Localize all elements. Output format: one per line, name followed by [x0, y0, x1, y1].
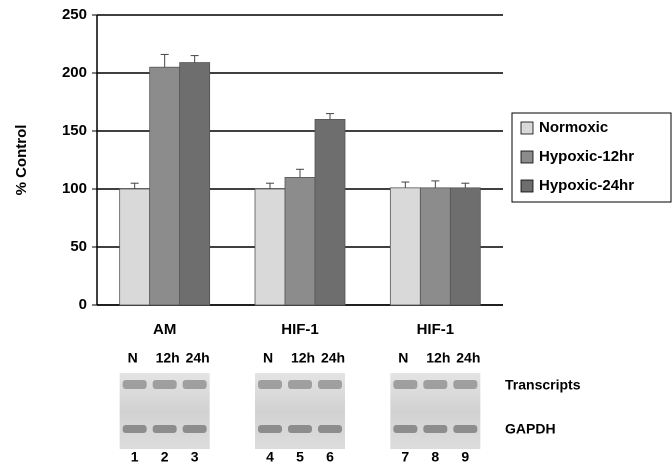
bar — [180, 63, 210, 305]
y-axis-label: % Control — [13, 125, 30, 196]
figure: % Control 0 50 100 150 200 250 AM HIF-1 HIF-1 Nor… — [0, 0, 672, 465]
x-tick-label: HIF-1 — [417, 321, 455, 338]
gel-band — [318, 425, 342, 433]
legend-swatch — [521, 180, 533, 192]
y-tick-label: 250 — [62, 6, 87, 23]
lane-number: 7 — [401, 449, 409, 465]
bar — [420, 188, 450, 305]
gel-band — [393, 425, 417, 433]
lane-label: 12h — [291, 350, 315, 366]
lane-label: 12h — [426, 350, 450, 366]
legend-label: Hypoxic-24hr — [539, 177, 634, 194]
lane-label: N — [128, 350, 138, 366]
gel-band — [258, 425, 282, 433]
y-tick-label: 0 — [79, 296, 87, 313]
gel-band — [453, 380, 477, 389]
lane-number: 9 — [461, 449, 469, 465]
gel-band — [423, 425, 447, 433]
lane-label: 24h — [186, 350, 210, 366]
y-tick-label: 50 — [70, 238, 87, 255]
legend-label: Normoxic — [539, 119, 608, 136]
bar — [255, 189, 285, 305]
lane-number: 6 — [326, 449, 334, 465]
gel-band — [153, 380, 177, 389]
gel-band — [153, 425, 177, 433]
bar — [150, 67, 180, 305]
lane-number: 4 — [266, 449, 274, 465]
gel-band — [318, 380, 342, 389]
gel-band — [123, 380, 147, 389]
bar — [390, 188, 420, 305]
gel-band — [453, 425, 477, 433]
y-tick-label: 100 — [62, 180, 87, 197]
y-tick-label: 200 — [62, 64, 87, 81]
bar — [315, 119, 345, 305]
blot-row-label: GAPDH — [505, 421, 556, 437]
gel-band — [183, 380, 207, 389]
lane-number: 3 — [191, 449, 199, 465]
gel-band — [183, 425, 207, 433]
lane-number: 8 — [431, 449, 439, 465]
x-tick-label: HIF-1 — [281, 321, 319, 338]
lane-number: 2 — [161, 449, 169, 465]
gel-band — [123, 425, 147, 433]
blot-row-label: Transcripts — [505, 377, 581, 393]
lane-label: 12h — [156, 350, 180, 366]
lane-number: 5 — [296, 449, 304, 465]
gel-band — [288, 380, 312, 389]
legend-swatch — [521, 151, 533, 163]
lane-label: N — [263, 350, 273, 366]
bar — [285, 177, 315, 305]
legend-swatch — [521, 122, 533, 134]
lane-label: N — [398, 350, 408, 366]
legend-label: Hypoxic-12hr — [539, 148, 634, 165]
gel-band — [288, 425, 312, 433]
bar — [450, 188, 480, 305]
gel-band — [258, 380, 282, 389]
gel-band — [423, 380, 447, 389]
y-tick-label: 150 — [62, 122, 87, 139]
lane-number: 1 — [131, 449, 139, 465]
bar — [120, 189, 150, 305]
lane-label: 24h — [456, 350, 480, 366]
x-tick-label: AM — [153, 321, 176, 338]
gel-band — [393, 380, 417, 389]
lane-label: 24h — [321, 350, 345, 366]
